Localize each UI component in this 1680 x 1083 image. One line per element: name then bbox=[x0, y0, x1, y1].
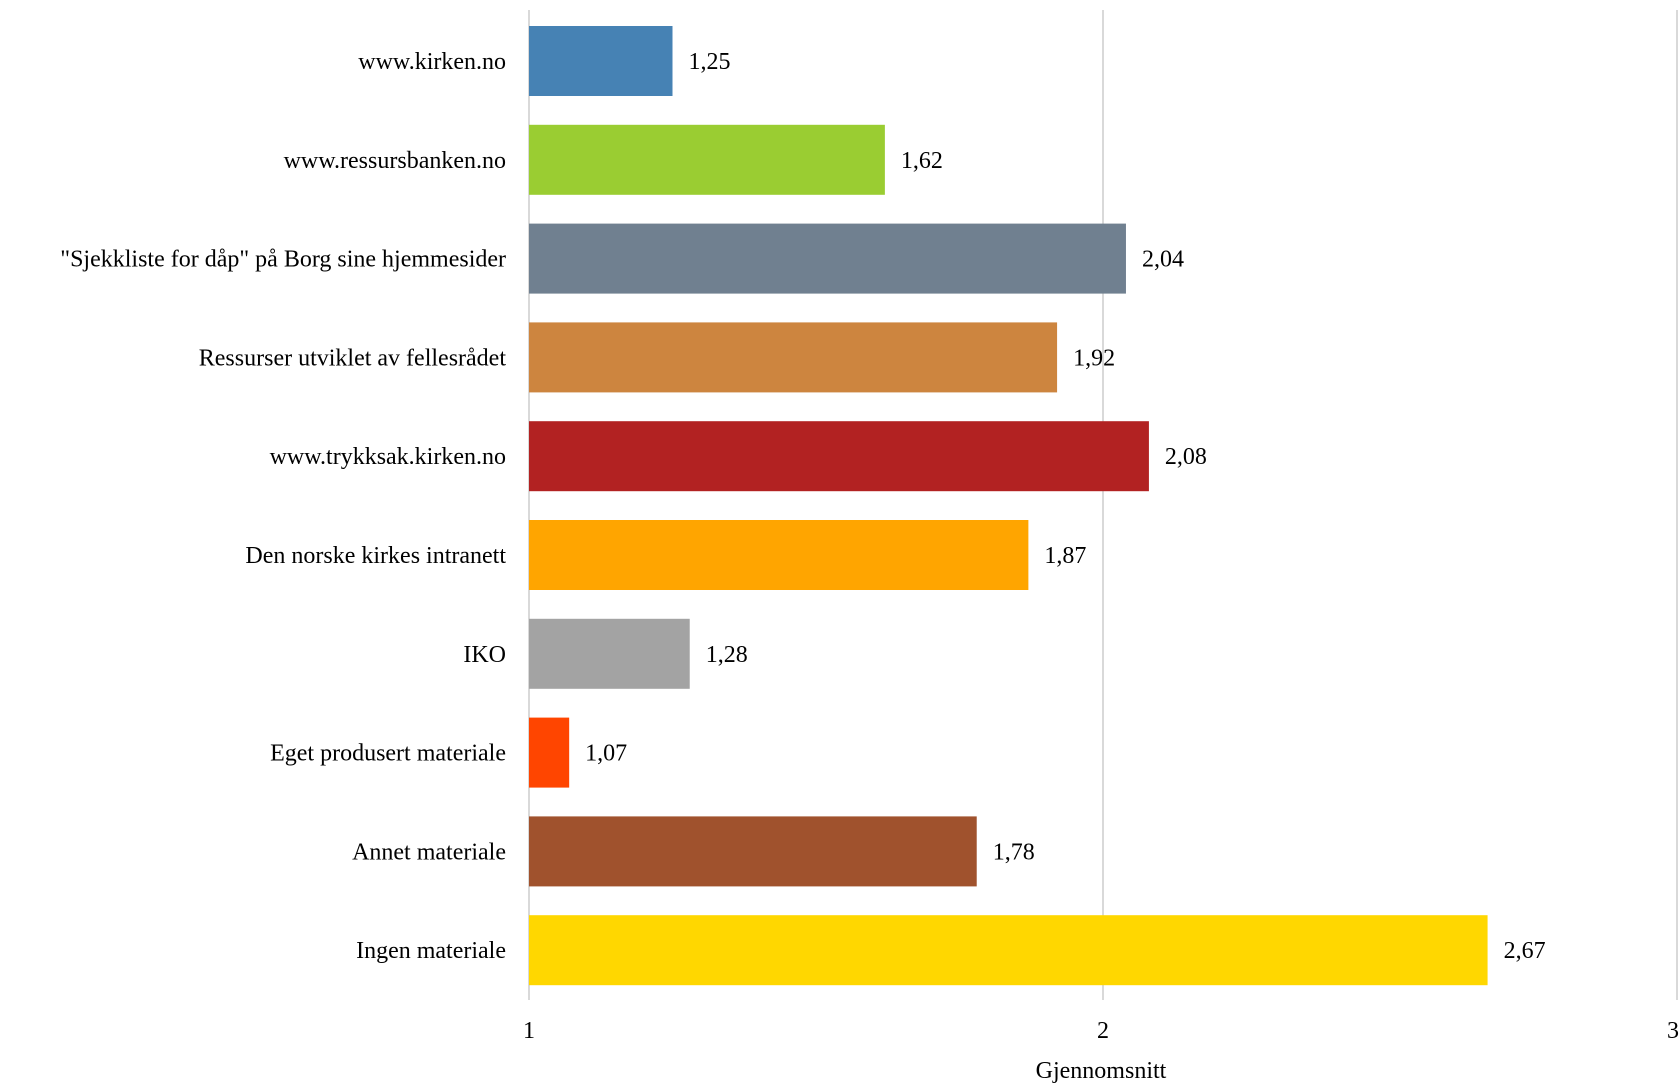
bar-0 bbox=[529, 26, 673, 96]
category-label-4: www.trykksak.kirken.no bbox=[270, 444, 506, 470]
x-tick-label-2: 2 bbox=[1097, 1018, 1109, 1044]
category-label-2: "Sjekkliste for dåp" på Borg sine hjemme… bbox=[60, 247, 506, 273]
value-label-6: 1,28 bbox=[706, 642, 748, 668]
bar-5 bbox=[529, 520, 1029, 590]
category-label-9: Ingen materiale bbox=[356, 938, 506, 964]
category-label-8: Annet materiale bbox=[352, 839, 506, 865]
bar-3 bbox=[529, 322, 1058, 393]
value-label-2: 2,04 bbox=[1142, 247, 1184, 273]
bar-7 bbox=[529, 717, 570, 788]
x-tick-labels: 1 2 3 bbox=[523, 1018, 1679, 1044]
value-labels: 1,25 1,62 2,04 1,92 2,08 1,87 1,28 1,07 1,78 2,67 bbox=[585, 49, 1545, 964]
x-tick-label-3: 3 bbox=[1667, 1018, 1679, 1044]
bar-2 bbox=[529, 223, 1126, 294]
category-label-6: IKO bbox=[463, 642, 506, 668]
x-axis-title: Gjennomsnitt bbox=[1036, 1058, 1167, 1083]
value-label-7: 1,07 bbox=[585, 741, 627, 767]
x-tick-label-1: 1 bbox=[523, 1018, 535, 1044]
bar-4 bbox=[529, 421, 1149, 492]
value-label-8: 1,78 bbox=[993, 839, 1035, 865]
category-labels: www.kirken.no www.ressursbanken.no "Sjekkl… bbox=[60, 49, 506, 964]
value-label-3: 1,92 bbox=[1073, 345, 1115, 371]
value-label-0: 1,25 bbox=[689, 49, 731, 75]
bar-1 bbox=[529, 124, 885, 195]
value-label-5: 1,87 bbox=[1044, 543, 1086, 569]
category-label-5: Den norske kirkes intranett bbox=[245, 543, 506, 569]
category-label-1: www.ressursbanken.no bbox=[284, 148, 506, 174]
category-label-3: Ressurser utviklet av fellesrådet bbox=[199, 345, 507, 371]
bar-8 bbox=[529, 816, 977, 887]
value-label-9: 2,67 bbox=[1504, 938, 1546, 964]
value-label-1: 1,62 bbox=[901, 148, 943, 174]
bar-9 bbox=[529, 915, 1488, 986]
bars bbox=[529, 26, 1488, 986]
bar-6 bbox=[529, 618, 690, 689]
category-label-7: Eget produsert materiale bbox=[270, 741, 506, 767]
value-label-4: 2,08 bbox=[1165, 444, 1207, 470]
category-label-0: www.kirken.no bbox=[358, 49, 506, 75]
